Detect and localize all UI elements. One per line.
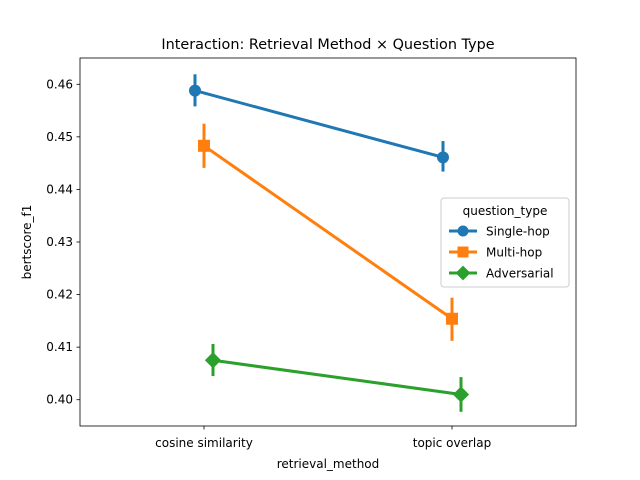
series-line (194, 89, 444, 159)
legend-item: Single-hop (449, 225, 550, 239)
data-point (198, 139, 210, 152)
y-tick-label: 0.44 (46, 182, 73, 196)
data-point (446, 312, 458, 325)
legend-label: Adversarial (486, 267, 554, 281)
series-layer (189, 74, 470, 412)
legend-swatch-marker (457, 246, 469, 258)
data-point (204, 352, 222, 369)
y-tick-label: 0.41 (46, 340, 73, 354)
legend-swatch-marker (455, 265, 471, 281)
x-axis: cosine similarity topic overlap (155, 426, 491, 450)
legend-swatch-marker (457, 225, 469, 237)
y-axis-label: bertscore_f1 (20, 205, 34, 280)
x-tick-label: topic overlap (413, 436, 491, 450)
legend: question_type Single-hop Multi-hop Adversar… (440, 197, 570, 288)
data-point (452, 386, 470, 403)
y-axis: 0.40 0.41 0.42 0.43 0.44 0.45 0.46 (46, 77, 80, 407)
x-axis-label: retrieval_method (277, 457, 380, 471)
y-tick-label: 0.43 (46, 235, 73, 249)
series-line (203, 144, 453, 320)
legend-label: Single-hop (486, 225, 550, 239)
series-adversarial (204, 343, 470, 412)
series-multi-hop (198, 123, 458, 341)
series-single-hop (189, 74, 449, 172)
y-tick-label: 0.46 (46, 77, 73, 91)
chart-title: Interaction: Retrieval Method × Question… (161, 37, 494, 53)
data-point (437, 151, 449, 164)
data-point (189, 84, 201, 97)
series-line (212, 358, 462, 396)
plot-frame (79, 57, 577, 427)
y-tick-label: 0.40 (46, 393, 73, 407)
legend-label: Multi-hop (486, 246, 542, 260)
y-tick-label: 0.45 (46, 130, 73, 144)
legend-title: question_type (463, 204, 548, 218)
legend-box (440, 197, 570, 288)
y-tick-label: 0.42 (46, 288, 73, 302)
legend-item: Multi-hop (449, 246, 542, 260)
legend-item: Adversarial (449, 265, 554, 281)
x-tick-label: cosine similarity (155, 436, 253, 450)
